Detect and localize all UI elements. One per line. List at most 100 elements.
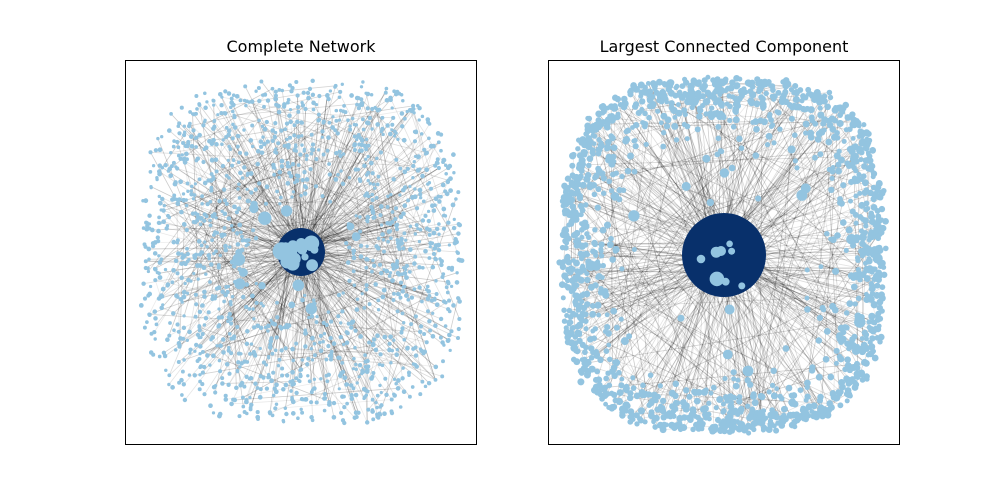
network-node [358,215,362,219]
network-node [413,187,417,191]
network-node [746,430,752,436]
network-node [793,411,801,419]
network-node [231,109,235,114]
network-edge [365,93,398,230]
network-node [627,152,634,160]
network-node [596,312,602,318]
network-node [399,111,405,116]
network-node [329,349,334,354]
network-node [573,347,580,354]
network-node [718,87,726,94]
network-node [292,133,297,138]
network-edge [234,127,395,295]
network-node [408,224,413,229]
network-edge [219,94,297,243]
network-edge [595,155,870,253]
network-node [249,190,254,195]
network-node [632,143,639,150]
network-edge [233,159,404,214]
network-inner-node [289,249,297,257]
network-node [716,395,724,404]
network-edge [623,106,708,239]
network-node [338,334,344,340]
network-node [160,135,164,139]
network-node [837,402,844,409]
network-node [255,323,261,329]
network-node [273,166,277,170]
network-edge [607,99,692,395]
network-node [398,214,404,220]
network-node [210,294,215,298]
network-edge [211,190,393,213]
network-node [328,199,333,204]
network-node [418,227,423,232]
network-node [591,191,598,198]
network-node [212,251,216,256]
network-node [708,390,714,396]
network-node [333,128,338,133]
network-satellite-node [239,268,248,277]
network-edge [169,164,299,218]
network-node [273,130,278,135]
network-node [840,182,847,189]
network-node [361,80,365,84]
network-node [224,125,229,130]
network-node [266,329,270,333]
network-node [579,357,585,363]
network-node [179,261,184,266]
network-node [828,115,836,123]
network-node [235,144,240,149]
network-node [177,197,182,202]
network-inner-node [738,282,746,290]
network-node [364,420,370,425]
network-node [687,416,694,423]
network-node [802,409,810,417]
network-node [258,144,264,149]
network-node [401,366,405,370]
network-node [276,109,282,115]
network-inner-node [306,259,318,272]
network-node [220,381,225,386]
network-node [303,106,308,112]
network-node [352,356,356,361]
network-node [172,193,177,198]
network-node [715,135,722,142]
network-node [832,267,840,275]
network-node [240,395,245,400]
network-node [420,114,425,119]
network-node [566,307,573,314]
network-node [371,417,376,422]
network-node [859,372,865,378]
network-node [829,302,837,310]
network-node [593,172,600,179]
network-node [309,152,314,156]
network-node [456,231,461,236]
network-node [875,276,882,283]
network-node [566,222,572,228]
network-node [231,228,236,232]
network-node [394,261,399,266]
network-node [158,221,162,225]
network-node [843,310,850,316]
network-node [203,105,208,111]
network-edge [195,187,212,214]
network-node [750,119,756,125]
network-edge [601,106,704,251]
network-node [234,385,239,391]
network-node [422,332,427,336]
network-node [167,333,172,338]
network-node [358,229,363,234]
network-node [879,284,886,290]
network-node [327,172,332,177]
network-node [252,351,257,357]
network-edge [297,137,430,242]
network-node [672,380,680,388]
network-node [289,89,294,94]
network-satellite-node [288,301,296,309]
network-node [576,195,584,202]
network-node [860,347,867,354]
network-node [348,127,353,132]
network-node [615,111,621,117]
network-node [640,382,646,389]
network-node [379,223,384,227]
